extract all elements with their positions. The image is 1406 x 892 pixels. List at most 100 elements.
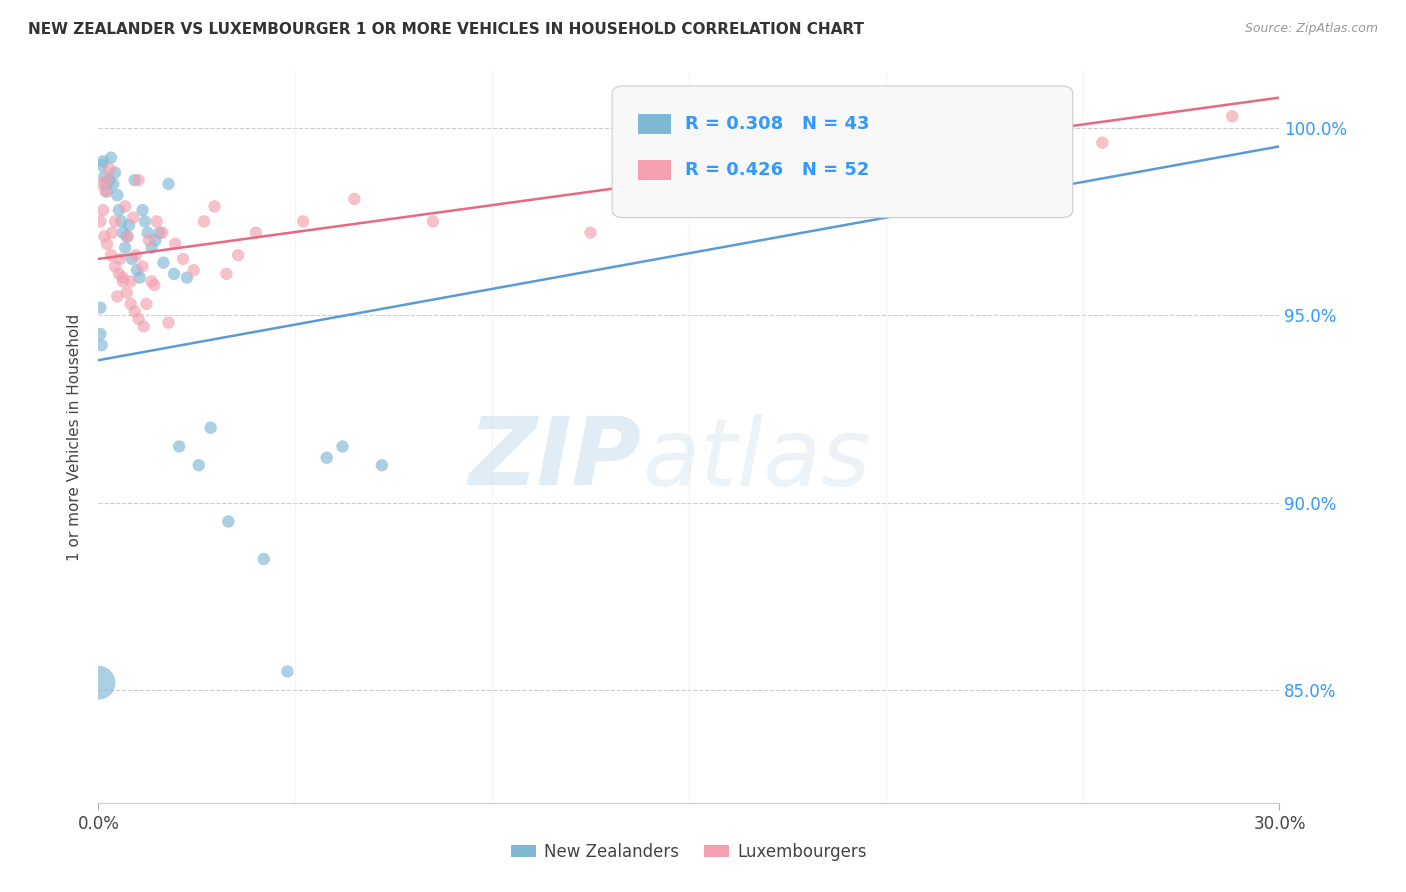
Point <box>187 458 209 473</box>
Point <box>422 214 444 228</box>
Point <box>226 248 249 262</box>
Point <box>89 301 111 315</box>
Point <box>111 226 134 240</box>
Point <box>193 214 215 228</box>
Point <box>89 326 111 341</box>
Point <box>815 203 838 218</box>
Point <box>167 440 190 454</box>
Point <box>134 214 156 228</box>
Point <box>128 270 150 285</box>
FancyBboxPatch shape <box>638 160 671 180</box>
Point <box>115 285 138 300</box>
Point <box>121 252 143 266</box>
Point <box>124 173 146 187</box>
Legend: New Zealanders, Luxembourgers: New Zealanders, Luxembourgers <box>505 837 873 868</box>
Point <box>157 177 180 191</box>
Point <box>292 214 315 228</box>
FancyBboxPatch shape <box>612 86 1073 218</box>
Point <box>215 267 238 281</box>
Point <box>94 185 117 199</box>
Point <box>141 274 163 288</box>
Point <box>110 214 132 228</box>
Point <box>90 158 112 172</box>
Point <box>172 252 194 266</box>
Point <box>117 229 139 244</box>
Point <box>111 270 134 285</box>
Point <box>136 226 159 240</box>
Point <box>973 173 995 187</box>
Text: Source: ZipAtlas.com: Source: ZipAtlas.com <box>1244 22 1378 36</box>
Point <box>253 552 276 566</box>
Point <box>131 260 153 274</box>
Point <box>315 450 337 465</box>
Point <box>145 233 167 247</box>
Point <box>145 214 167 228</box>
Point <box>96 173 118 187</box>
Point <box>98 173 121 187</box>
Point <box>114 199 136 213</box>
Point <box>132 319 155 334</box>
Point <box>98 161 121 176</box>
Point <box>91 203 114 218</box>
Point <box>343 192 366 206</box>
Point <box>176 270 198 285</box>
Point <box>125 248 148 262</box>
Point <box>87 675 110 690</box>
Point <box>105 188 128 202</box>
Point <box>118 218 141 232</box>
Point <box>143 278 166 293</box>
Point <box>1220 109 1243 123</box>
Point <box>204 199 226 213</box>
Text: R = 0.426   N = 52: R = 0.426 N = 52 <box>685 161 870 179</box>
Point <box>90 338 112 352</box>
Point <box>157 316 180 330</box>
Point <box>104 214 127 228</box>
Point <box>150 226 173 240</box>
Text: ZIP: ZIP <box>468 413 641 505</box>
Point <box>122 211 145 225</box>
Point <box>101 226 124 240</box>
Point <box>135 297 157 311</box>
Point <box>183 263 205 277</box>
Point <box>96 236 118 251</box>
Point <box>114 241 136 255</box>
Point <box>125 263 148 277</box>
Point <box>124 304 146 318</box>
Point <box>165 236 187 251</box>
Point <box>104 260 127 274</box>
Point <box>579 226 602 240</box>
Point <box>371 458 394 473</box>
Point <box>100 151 122 165</box>
Point <box>128 173 150 187</box>
Point <box>200 420 222 434</box>
Point <box>131 203 153 218</box>
Point <box>89 214 111 228</box>
Point <box>108 252 131 266</box>
Point <box>163 267 186 281</box>
Text: NEW ZEALANDER VS LUXEMBOURGER 1 OR MORE VEHICLES IN HOUSEHOLD CORRELATION CHART: NEW ZEALANDER VS LUXEMBOURGER 1 OR MORE … <box>28 22 865 37</box>
Point <box>104 166 127 180</box>
Point <box>108 203 131 218</box>
Point <box>217 515 239 529</box>
Point <box>93 169 115 184</box>
Text: R = 0.308   N = 43: R = 0.308 N = 43 <box>685 115 870 133</box>
Point <box>332 440 354 454</box>
Point <box>100 248 122 262</box>
Point <box>141 241 163 255</box>
FancyBboxPatch shape <box>638 114 671 135</box>
Point <box>148 226 170 240</box>
Text: atlas: atlas <box>641 414 870 505</box>
Point <box>103 177 125 191</box>
Point <box>138 233 160 247</box>
Point <box>128 312 150 326</box>
Point <box>93 229 115 244</box>
Point <box>96 185 118 199</box>
Point <box>245 226 267 240</box>
Point <box>94 177 117 191</box>
Point <box>115 229 138 244</box>
Point <box>90 177 112 191</box>
Point <box>276 665 298 679</box>
Point <box>120 297 142 311</box>
Y-axis label: 1 or more Vehicles in Household: 1 or more Vehicles in Household <box>67 313 83 561</box>
Point <box>120 274 142 288</box>
